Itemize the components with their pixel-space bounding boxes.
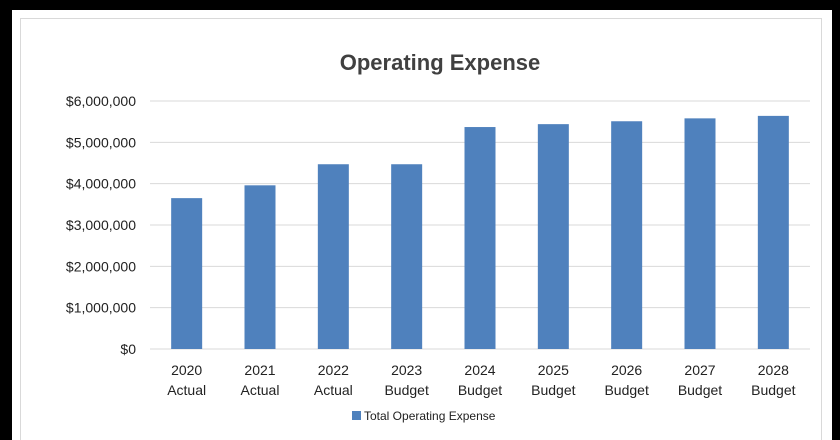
x-tick-label: 2023	[391, 362, 422, 378]
y-tick-label: $6,000,000	[66, 93, 136, 109]
bar-2021-actual	[244, 185, 276, 349]
bar-2023-budget	[391, 164, 423, 349]
x-tick-label: Budget	[751, 382, 795, 398]
chart-border	[20, 18, 822, 440]
bar-2028-budget	[757, 115, 789, 349]
legend: Total Operating Expense	[352, 409, 496, 423]
x-tick-label: 2024	[464, 362, 495, 378]
bar-2024-budget	[464, 127, 496, 349]
bar-2025-budget	[537, 124, 569, 349]
chart-title: Operating Expense	[340, 50, 541, 75]
x-tick-label: 2022	[318, 362, 349, 378]
bar-2027-budget	[684, 118, 716, 349]
y-axis-tick-labels: $0 $1,000,000 $2,000,000 $3,000,000 $4,000,0…	[66, 93, 136, 357]
x-tick-label: 2021	[244, 362, 275, 378]
x-tick-label: Budget	[678, 382, 722, 398]
x-tick-label: Budget	[384, 382, 428, 398]
x-tick-label: 2028	[758, 362, 789, 378]
x-tick-label: Actual	[241, 382, 280, 398]
x-axis-tick-labels: 2020 Actual 2021 Actual 2022 Actual 2023 Budget…	[167, 362, 795, 398]
bar-2022-actual	[317, 164, 349, 349]
bars	[171, 115, 789, 350]
x-tick-label: Budget	[604, 382, 648, 398]
x-tick-label: 2020	[171, 362, 202, 378]
x-tick-label: Actual	[167, 382, 206, 398]
x-tick-label: Budget	[458, 382, 502, 398]
x-tick-label: 2027	[684, 362, 715, 378]
y-tick-label: $5,000,000	[66, 134, 136, 150]
bar-2026-budget	[611, 121, 643, 350]
y-tick-label: $3,000,000	[66, 217, 136, 233]
x-tick-label: 2026	[611, 362, 642, 378]
legend-label: Total Operating Expense	[364, 409, 496, 423]
y-tick-label: $2,000,000	[66, 258, 136, 274]
legend-swatch	[352, 411, 361, 420]
x-tick-label: 2025	[538, 362, 569, 378]
y-tick-label: $4,000,000	[66, 176, 136, 192]
bar-2020-actual	[171, 198, 203, 349]
x-tick-label: Budget	[531, 382, 575, 398]
y-tick-label: $1,000,000	[66, 300, 136, 316]
y-tick-label: $0	[120, 341, 136, 357]
x-tick-label: Actual	[314, 382, 353, 398]
